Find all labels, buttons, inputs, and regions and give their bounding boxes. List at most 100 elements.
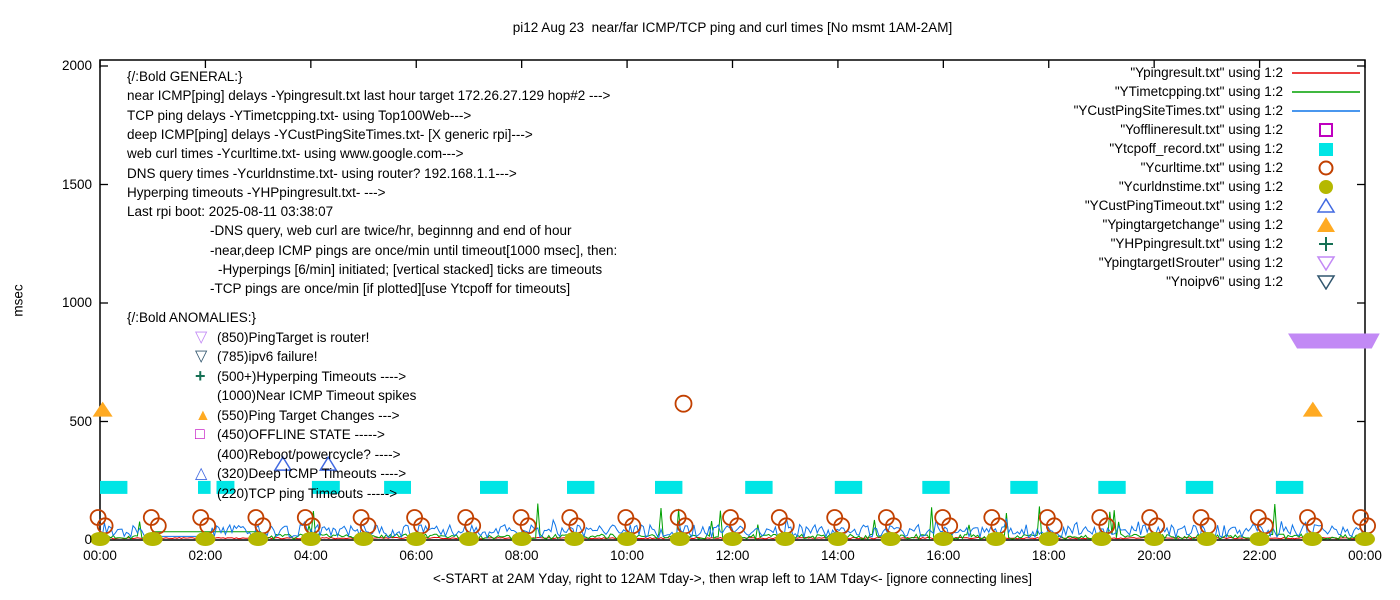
legend-marker-filled-triangle-up-icon	[1288, 216, 1368, 233]
series-Ycurldnstime.txt	[90, 532, 1375, 546]
x-tick-label: 14:00	[821, 548, 855, 563]
anomaly-line: (1000)Near ICMP Timeout spikes	[195, 386, 416, 406]
x-tick-label: 12:00	[715, 548, 750, 563]
general-line: deep ICMP[ping] delays -YCustPingSiteTim…	[127, 126, 533, 142]
anomaly-line: ▽ (850)PingTarget is router!	[195, 328, 369, 348]
legend-label: "Ycurldnstime.txt" using 1:2	[1118, 179, 1283, 194]
legend-entry: "YTimetcpping.txt" using 1:2	[0, 82, 1400, 101]
legend-label: "Yofflineresult.txt" using 1:2	[1120, 122, 1283, 137]
legend-marker-open-triangle-down-icon	[1288, 274, 1368, 290]
general-line: DNS query times -Ycurldnstime.txt- using…	[127, 165, 517, 181]
legend-marker-filled-square-icon	[1288, 141, 1368, 157]
legend-entry: "YCustPingSiteTimes.txt" using 1:2	[0, 101, 1400, 120]
legend-marker-open-square-icon	[1288, 122, 1368, 138]
legend-label: "Ypingresult.txt" using 1:2	[1130, 65, 1283, 80]
general-line: web curl times -Ycurltime.txt- using www…	[127, 146, 464, 162]
general-line: Last rpi boot: 2025-08-11 03:38:07	[127, 204, 334, 220]
anomaly-line: ▲ (550)Ping Target Changes --->	[195, 406, 399, 426]
x-tick-label: 00:00	[83, 548, 117, 563]
y-tick-label: 1000	[61, 295, 92, 310]
x-tick-label: 20:00	[1137, 548, 1172, 563]
anomaly-line: (220)TCP ping Timeouts ----->	[195, 484, 397, 504]
legend-entry: "Ynoipv6" using 1:2	[0, 272, 1400, 291]
legend-entry: "Yofflineresult.txt" using 1:2	[0, 120, 1400, 139]
legend-marker-open-circle-icon	[1288, 160, 1368, 176]
anomaly-text: (320)Deep ICMP Timeouts ---->	[217, 466, 407, 481]
x-tick-label: 00:00	[1348, 548, 1382, 563]
legend-label: "Ytcpoff_record.txt" using 1:2	[1109, 141, 1283, 156]
legend-entry: "Ytcpoff_record.txt" using 1:2	[0, 139, 1400, 158]
general-line: TCP ping delays -YTimetcpping.txt- using…	[127, 107, 472, 123]
x-tick-label: 18:00	[1031, 548, 1066, 563]
chart-title: pi12 Aug 23 near/far ICMP/TCP ping and c…	[512, 20, 953, 35]
legend-label: "Ypingtargetchange" using 1:2	[1102, 217, 1283, 232]
anomaly-marker-icon: ▲	[195, 406, 211, 424]
anomaly-line: + (500+)Hyperping Timeouts ---->	[195, 365, 407, 387]
anomaly-line: ▽ (785)ipv6 failure!	[195, 347, 318, 367]
anomaly-line: △ (320)Deep ICMP Timeouts ---->	[195, 464, 406, 484]
legend-entry: "Ycurltime.txt" using 1:2	[0, 158, 1400, 177]
legend-entry: "YpingtargetISrouter" using 1:2	[0, 253, 1400, 272]
x-tick-label: 02:00	[188, 548, 223, 563]
general-line: near ICMP[ping] delays -Ypingresult.txt …	[127, 88, 611, 104]
x-tick-label: 22:00	[1242, 548, 1277, 563]
general-line: Hyperping timeouts -YHPpingresult.txt- -…	[127, 184, 386, 200]
anomaly-text: (850)PingTarget is router!	[217, 329, 370, 345]
anomaly-line: (400)Reboot/powercycle? ---->	[195, 445, 400, 465]
legend-marker-plus-icon	[1288, 236, 1368, 252]
general-line: -TCP pings are once/min [if plotted][use…	[210, 281, 571, 297]
legend-label: "YCustPingTimeout.txt" using 1:2	[1084, 198, 1283, 213]
anomaly-text: (400)Reboot/powercycle? ---->	[217, 446, 401, 462]
general-line: {/:Bold GENERAL:}	[127, 69, 243, 84]
anomaly-text: (550)Ping Target Changes --->	[217, 407, 400, 423]
series-YpingtargetISrouter	[1288, 333, 1380, 349]
legend-entry: "Ypingresult.txt" using 1:2	[0, 63, 1400, 82]
legend-marker-open-triangle-up-icon	[1288, 197, 1368, 214]
legend-marker-line-icon	[1288, 65, 1368, 81]
anomaly-text: (450)OFFLINE STATE ----->	[217, 427, 385, 442]
anomaly-text: (1000)Near ICMP Timeout spikes	[217, 388, 417, 403]
anomaly-marker-icon: +	[195, 365, 206, 386]
anomaly-marker-icon: ▽	[195, 348, 208, 365]
x-tick-label: 06:00	[399, 548, 434, 563]
legend-entry: "YCustPingTimeout.txt" using 1:2	[0, 196, 1400, 215]
legend-entry: "YHPpingresult.txt" using 1:2	[0, 234, 1400, 253]
legend-label: "YpingtargetISrouter" using 1:2	[1098, 255, 1283, 270]
legend-label: "Ycurltime.txt" using 1:2	[1140, 160, 1283, 175]
legend-marker-line-icon	[1288, 103, 1368, 119]
anomalies-header: {/:Bold ANOMALIES:}	[127, 308, 256, 328]
general-line: -Hyperpings [6/min] initiated; [vertical…	[218, 262, 603, 277]
general-line: -DNS query, web curl are twice/hr, begin…	[210, 223, 572, 239]
legend-label: "YHPpingresult.txt" using 1:2	[1110, 236, 1283, 251]
x-tick-label: 16:00	[926, 548, 961, 563]
legend-marker-line-icon	[1288, 84, 1368, 100]
y-tick-label: 500	[69, 413, 92, 429]
x-axis-label: <-START at 2AM Yday, right to 12AM Tday-…	[433, 571, 1032, 586]
x-tick-label: 08:00	[504, 548, 539, 563]
anomaly-text: (785)ipv6 failure!	[217, 349, 318, 364]
legend-label: "YTimetcpping.txt" using 1:2	[1114, 84, 1283, 99]
anomaly-line: □ (450)OFFLINE STATE ----->	[195, 425, 385, 445]
legend-marker-filled-circle-icon	[1288, 179, 1368, 195]
anomaly-text: (500+)Hyperping Timeouts ---->	[217, 368, 407, 384]
y-tick-label: 1500	[61, 176, 92, 192]
series-Ytcpoff_record.txt	[100, 480, 1304, 494]
anomaly-marker-icon: □	[195, 426, 205, 443]
y-tick-label: 2000	[61, 58, 92, 73]
anomaly-text: {/:Bold ANOMALIES:}	[127, 310, 257, 325]
x-tick-label: 04:00	[293, 548, 328, 563]
legend-marker-open-triangle-down-icon	[1288, 255, 1368, 271]
legend-label: "YCustPingSiteTimes.txt" using 1:2	[1073, 103, 1283, 118]
anomaly-text: (220)TCP ping Timeouts ----->	[217, 485, 398, 501]
legend-entry: "Ycurldnstime.txt" using 1:2	[0, 177, 1400, 196]
anomaly-marker-icon: △	[195, 465, 208, 482]
general-line: -near,deep ICMP pings are once/min until…	[210, 242, 618, 258]
series-Ycurltime.txt	[89, 394, 1376, 535]
series-Ypingtargetchange	[92, 401, 1323, 417]
legend-entry: "Ypingtargetchange" using 1:2	[0, 215, 1400, 234]
legend-label: "Ynoipv6" using 1:2	[1166, 274, 1283, 289]
series-YCustPingTimeout.txt	[273, 455, 338, 471]
y-tick-label: 0	[84, 532, 92, 547]
